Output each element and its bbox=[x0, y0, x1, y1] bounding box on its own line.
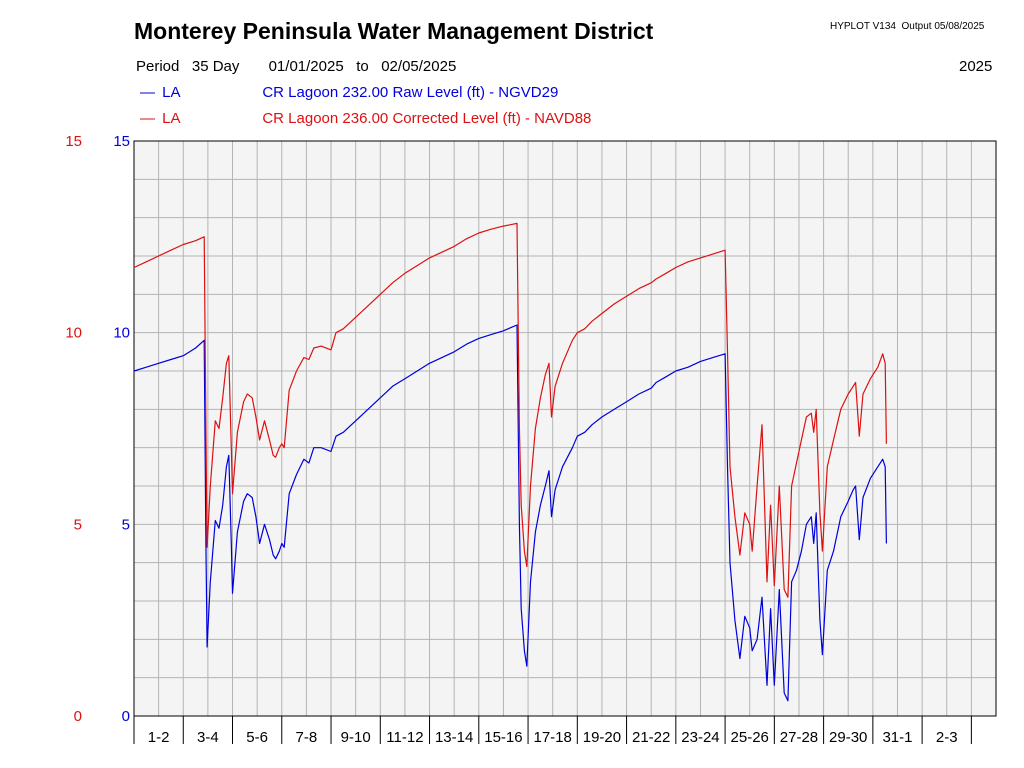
x-tick-label: 21-22 bbox=[632, 729, 670, 746]
version-stamp: HYPLOT V134 Output 05/08/2025 bbox=[830, 21, 985, 32]
series-line-0 bbox=[133, 324, 887, 702]
y-tick-label-left: 15 bbox=[65, 133, 82, 150]
x-tick-label: 1-2 bbox=[148, 729, 170, 746]
legend-label: CR Lagoon 236.00 Corrected Level (ft) - … bbox=[262, 110, 592, 127]
x-tick-label: 31-1 bbox=[882, 729, 912, 746]
x-tick-label: 13-14 bbox=[435, 729, 473, 746]
x-tick-label: 23-24 bbox=[681, 729, 719, 746]
y-tick-label-left: 10 bbox=[65, 325, 82, 342]
chart-title: Monterey Peninsula Water Management Dist… bbox=[134, 18, 654, 44]
legend-label: CR Lagoon 232.00 Raw Level (ft) - NGVD29 bbox=[262, 84, 559, 101]
period-days: 35 Day bbox=[191, 58, 240, 75]
period-label: Period bbox=[136, 58, 180, 75]
legend-code: LA bbox=[162, 84, 181, 101]
x-tick-label: 9-10 bbox=[341, 729, 371, 746]
legend-line-icon: — bbox=[140, 110, 155, 127]
period-line: Period 35 Day 01/01/2025 to 02/05/2025 bbox=[136, 58, 456, 75]
plot-border bbox=[133, 140, 997, 717]
legend-line-icon: — bbox=[140, 84, 155, 101]
legend-code: LA bbox=[162, 110, 181, 127]
y-tick-label-left: 0 bbox=[74, 708, 82, 725]
period-date-from: 01/01/2025 bbox=[268, 58, 344, 75]
x-tick-label: 27-28 bbox=[780, 729, 818, 746]
y-tick-label-left: 5 bbox=[74, 516, 82, 533]
x-tick-label: 3-4 bbox=[197, 729, 219, 746]
x-tick-label: 11-12 bbox=[386, 729, 423, 746]
period-date-to: 02/05/2025 bbox=[381, 58, 457, 75]
plot-area bbox=[134, 141, 996, 716]
y-tick-label-right: 15 bbox=[113, 133, 130, 150]
legend-item-raw: — LA CR Lagoon 232.00 Raw Level (ft) - N… bbox=[140, 84, 558, 101]
legend-item-corrected: — LA CR Lagoon 236.00 Corrected Level (f… bbox=[140, 110, 591, 127]
x-tick-label: 17-18 bbox=[533, 729, 571, 746]
x-tick-label: 25-26 bbox=[731, 729, 769, 746]
x-tick-label: 29-30 bbox=[829, 729, 867, 746]
x-tick-label: 5-6 bbox=[246, 729, 268, 746]
x-tick-label: 2-3 bbox=[936, 729, 958, 746]
year-label: 2025 bbox=[959, 58, 993, 75]
x-tick-label: 7-8 bbox=[296, 729, 318, 746]
y-tick-label-right: 0 bbox=[122, 708, 130, 725]
y-tick-label-right: 5 bbox=[122, 516, 130, 533]
y-tick-label-right: 10 bbox=[113, 325, 130, 342]
x-tick-label: 15-16 bbox=[484, 729, 522, 746]
series-line-1 bbox=[133, 222, 887, 598]
period-to-label: to bbox=[356, 58, 369, 75]
x-tick-label: 19-20 bbox=[583, 729, 621, 746]
